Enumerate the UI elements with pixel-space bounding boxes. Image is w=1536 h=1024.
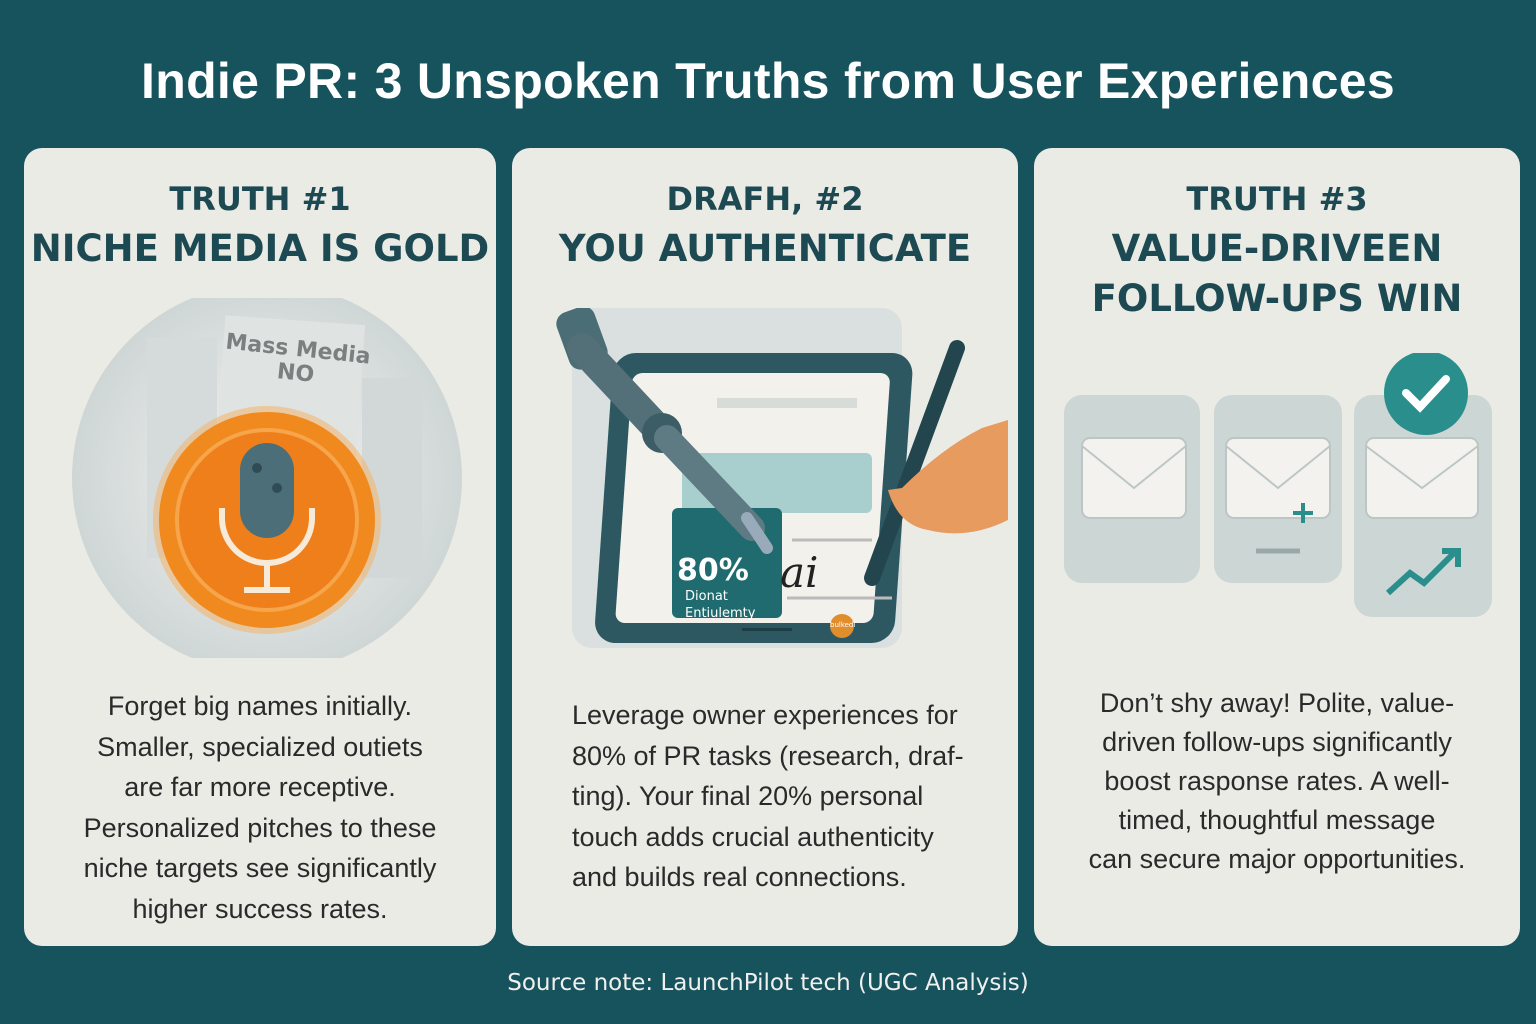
source-note: Source note: LaunchPilot tech (UGC Analy… bbox=[507, 970, 1029, 996]
truth-card-1: TRUTH #1 NICHE MEDIA IS GOLD Mass Media … bbox=[24, 148, 496, 946]
body-line: Leverage owner experiences for bbox=[572, 700, 958, 730]
card-heading: YOU AUTHENTICATE bbox=[558, 227, 972, 270]
body-line: driven follow-ups significantly bbox=[1102, 727, 1452, 757]
body-line: Personalized pitches to these bbox=[83, 812, 437, 843]
body-line: can secure major opportunities. bbox=[1088, 844, 1466, 874]
stat-percent: 80% bbox=[677, 553, 749, 588]
card-kicker: DRAFH, #2 bbox=[666, 180, 864, 218]
body-line: touch adds crucial authenticity bbox=[572, 821, 934, 852]
body-line: and builds real connections. bbox=[572, 862, 907, 892]
body-line: 80% of PR tasks (research, draf- bbox=[572, 740, 964, 771]
body-line: boost rasponse rates. A well- bbox=[1104, 766, 1450, 796]
body-line: are far more receptive. bbox=[124, 772, 396, 802]
card-body: Leverage owner experiences for 80% of PR… bbox=[572, 695, 964, 898]
card-heading: VALUE-DRIVEEN bbox=[1111, 227, 1443, 270]
body-line: niche targets see significantly bbox=[83, 853, 437, 883]
truth-card-2: DRAFH, #2 YOU AUTHENTICATE 80% Dionat En… bbox=[512, 148, 1018, 946]
robot-arm-tablet-pen-icon bbox=[556, 308, 1008, 648]
page-title: Indie PR: 3 Unspoken Truths from User Ex… bbox=[141, 53, 1395, 109]
truth-card-3: TRUTH #3 VALUE-DRIVEEN FOLLOW-UPS WIN Do… bbox=[1034, 148, 1520, 946]
stat-box: 80% Dionat Entiulemty bbox=[677, 553, 755, 622]
envelopes-check-trend-icon bbox=[1064, 353, 1492, 617]
card-body: Don’t shy away! Polite, value- driven fo… bbox=[1034, 684, 1520, 879]
body-line: ting). Your final 20% personal bbox=[572, 781, 924, 811]
body-line: Don’t shy away! Polite, value- bbox=[1099, 688, 1455, 718]
body-line: Forget big names initially. bbox=[107, 691, 413, 721]
card-body: Forget big names initially. Smaller, spe… bbox=[24, 686, 496, 929]
signature: ai bbox=[780, 548, 819, 597]
card-heading-line-2: FOLLOW-UPS WIN bbox=[1091, 277, 1463, 320]
body-line: Smaller, specialized outiets bbox=[97, 731, 423, 762]
body-line: higher success rates. bbox=[132, 893, 388, 924]
card-kicker: TRUTH #1 bbox=[169, 180, 351, 218]
stat-caption: Dionat Entiulemty bbox=[677, 588, 755, 622]
caption-line: Dionat bbox=[685, 589, 728, 604]
stamp-label: bulkedi bbox=[830, 621, 856, 629]
caption-line: Entiulemty bbox=[685, 606, 756, 621]
body-line: timed, thoughtful message bbox=[1118, 805, 1436, 835]
microphone-coin-icon bbox=[72, 298, 462, 658]
card-kicker: TRUTH #3 bbox=[1186, 180, 1368, 218]
card-heading: NICHE MEDIA IS GOLD bbox=[30, 227, 490, 270]
